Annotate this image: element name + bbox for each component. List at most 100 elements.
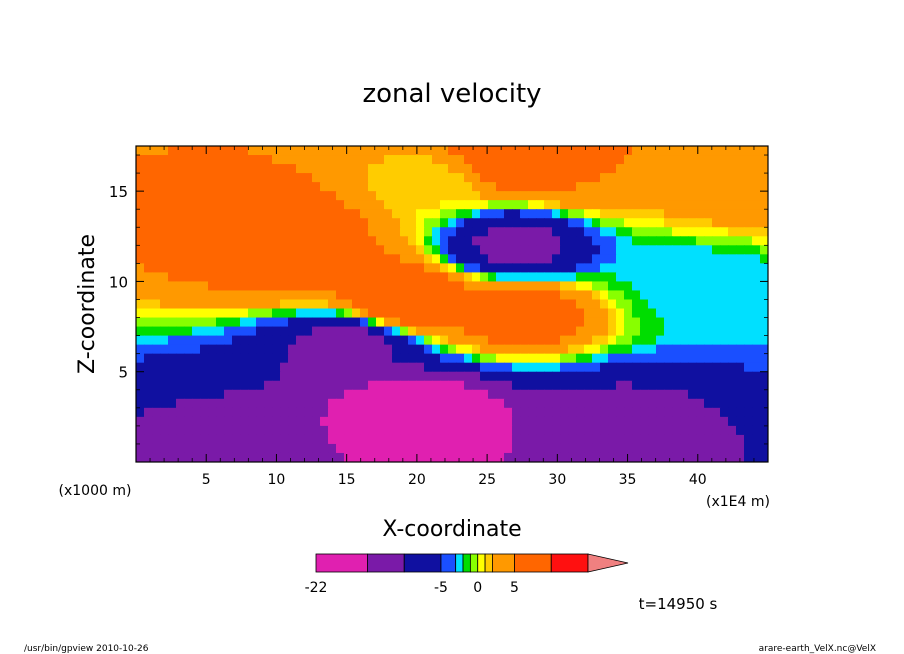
field-cell [600, 290, 609, 301]
field-cell [704, 227, 713, 237]
field-cell [520, 335, 529, 346]
field-cell [592, 308, 601, 319]
field-cell [472, 191, 481, 201]
field-cell [448, 146, 457, 156]
field-cell [600, 155, 609, 165]
field-cell [248, 290, 257, 301]
field-cell [224, 434, 233, 445]
field-cell [520, 380, 529, 391]
field-cell [360, 353, 369, 364]
field-cell [264, 407, 273, 418]
field-cell [416, 425, 425, 436]
field-cell [592, 344, 601, 355]
field-cell [680, 398, 689, 409]
field-cell [568, 263, 577, 273]
field-cell [256, 353, 265, 364]
field-cell [560, 272, 569, 283]
field-cell [736, 299, 745, 310]
field-cell [584, 353, 593, 364]
field-cell [536, 443, 545, 454]
field-cell [664, 155, 673, 165]
field-cell [544, 164, 553, 174]
field-cell [248, 146, 257, 156]
field-cell [144, 254, 153, 264]
field-cell [312, 272, 321, 283]
field-cell [408, 335, 417, 346]
field-cell [720, 209, 729, 219]
field-cell [256, 389, 265, 400]
field-cell [488, 263, 497, 273]
field-cell [488, 443, 497, 454]
field-cell [672, 173, 681, 183]
field-cell [384, 245, 393, 255]
field-cell [320, 254, 329, 264]
field-cell [600, 335, 609, 346]
field-cell [672, 146, 681, 156]
field-cell [304, 398, 313, 409]
field-cell [336, 443, 345, 454]
field-cell [528, 272, 537, 283]
field-cell [408, 425, 417, 436]
field-cell [712, 164, 721, 174]
field-cell [232, 353, 241, 364]
field-cell [424, 146, 433, 156]
field-cell [392, 191, 401, 201]
field-cell [144, 272, 153, 283]
field-cell [288, 173, 297, 183]
field-cell [744, 434, 753, 445]
field-cell [424, 272, 433, 283]
field-cell [224, 272, 233, 283]
field-cell [272, 200, 281, 210]
field-cell [704, 326, 713, 337]
field-cell [664, 281, 673, 292]
field-cell [208, 155, 217, 165]
field-cell [488, 452, 497, 462]
field-cell [336, 362, 345, 373]
field-cell [208, 434, 217, 445]
field-cell [520, 389, 529, 400]
field-cell [736, 200, 745, 210]
field-cell [744, 317, 753, 328]
field-cell [512, 326, 521, 337]
field-cell [712, 407, 721, 418]
field-cell [584, 173, 593, 183]
field-cell [216, 434, 225, 445]
field-cell [680, 290, 689, 301]
field-cell [648, 146, 657, 156]
field-cell [632, 425, 641, 436]
field-cell [312, 389, 321, 400]
field-cell [464, 182, 473, 192]
field-cell [160, 272, 169, 283]
field-cell [568, 146, 577, 156]
field-cell [632, 380, 641, 391]
field-cell [616, 155, 625, 165]
field-cell [560, 434, 569, 445]
field-cell [216, 380, 225, 391]
field-cell [328, 371, 337, 382]
field-cell [464, 308, 473, 319]
field-cell [736, 182, 745, 192]
field-cell [432, 299, 441, 310]
field-cell [560, 335, 569, 346]
field-cell [296, 290, 305, 301]
field-cell [736, 173, 745, 183]
field-cell [528, 416, 537, 427]
field-cell [736, 425, 745, 436]
field-cell [416, 380, 425, 391]
field-cell [712, 209, 721, 219]
field-cell [664, 416, 673, 427]
field-cell [608, 164, 617, 174]
field-cell [280, 254, 289, 264]
field-cell [432, 281, 441, 292]
field-cell [640, 182, 649, 192]
field-cell [520, 290, 529, 301]
field-cell [472, 209, 481, 219]
field-cell [760, 146, 768, 156]
field-cell [368, 308, 377, 319]
field-cell [224, 416, 233, 427]
field-cell [320, 146, 329, 156]
field-cell [560, 452, 569, 462]
field-cell [312, 398, 321, 409]
field-cell [648, 353, 657, 364]
field-cell [328, 182, 337, 192]
